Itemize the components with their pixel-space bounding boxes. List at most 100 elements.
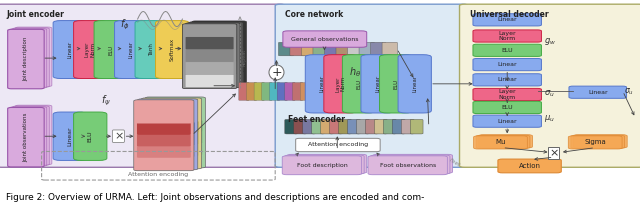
FancyBboxPatch shape xyxy=(156,21,189,78)
FancyBboxPatch shape xyxy=(401,119,414,134)
Text: Figure 2: Overview of URMA. Left: Joint observations and descriptions are encode: Figure 2: Overview of URMA. Left: Joint … xyxy=(6,193,425,202)
Text: Linear: Linear xyxy=(497,62,517,67)
FancyBboxPatch shape xyxy=(287,154,367,173)
FancyBboxPatch shape xyxy=(186,49,234,62)
FancyBboxPatch shape xyxy=(137,134,191,146)
FancyBboxPatch shape xyxy=(195,47,243,59)
FancyBboxPatch shape xyxy=(383,119,396,134)
FancyBboxPatch shape xyxy=(374,119,387,134)
Text: Linear: Linear xyxy=(319,75,324,92)
FancyBboxPatch shape xyxy=(308,83,318,100)
Text: ELU: ELU xyxy=(356,79,362,89)
FancyBboxPatch shape xyxy=(0,4,285,167)
FancyBboxPatch shape xyxy=(359,42,374,56)
FancyBboxPatch shape xyxy=(145,110,198,122)
Text: General observations: General observations xyxy=(291,37,358,42)
FancyBboxPatch shape xyxy=(305,55,339,113)
Text: Universal decoder: Universal decoder xyxy=(470,10,548,19)
FancyBboxPatch shape xyxy=(339,83,349,100)
FancyBboxPatch shape xyxy=(10,107,47,166)
FancyBboxPatch shape xyxy=(8,29,44,89)
FancyBboxPatch shape xyxy=(192,73,240,85)
FancyBboxPatch shape xyxy=(192,48,240,60)
FancyBboxPatch shape xyxy=(356,119,369,134)
FancyBboxPatch shape xyxy=(141,134,195,145)
FancyBboxPatch shape xyxy=(301,42,317,56)
Text: Joint observations: Joint observations xyxy=(24,113,28,162)
FancyBboxPatch shape xyxy=(141,98,202,169)
FancyBboxPatch shape xyxy=(330,119,342,134)
FancyBboxPatch shape xyxy=(342,55,376,113)
FancyBboxPatch shape xyxy=(148,155,202,166)
FancyBboxPatch shape xyxy=(474,136,527,149)
Text: Linear: Linear xyxy=(375,75,380,92)
FancyBboxPatch shape xyxy=(137,112,191,124)
Text: Feet encoder: Feet encoder xyxy=(288,115,345,124)
Text: Repeat: Repeat xyxy=(242,49,247,66)
FancyBboxPatch shape xyxy=(324,42,340,56)
FancyBboxPatch shape xyxy=(145,155,198,167)
Text: ELU: ELU xyxy=(501,48,513,53)
Text: Foot observations: Foot observations xyxy=(380,163,436,168)
Text: Linear: Linear xyxy=(497,119,517,124)
Text: $g_w$: $g_w$ xyxy=(544,36,556,48)
FancyBboxPatch shape xyxy=(74,112,107,161)
FancyBboxPatch shape xyxy=(195,59,243,72)
FancyBboxPatch shape xyxy=(278,42,294,56)
Text: Linear: Linear xyxy=(412,75,417,92)
FancyBboxPatch shape xyxy=(473,115,541,127)
Text: +: + xyxy=(271,66,282,79)
Text: Foot description: Foot description xyxy=(296,163,348,168)
FancyBboxPatch shape xyxy=(473,14,541,26)
FancyBboxPatch shape xyxy=(285,83,295,100)
FancyBboxPatch shape xyxy=(473,58,541,71)
FancyBboxPatch shape xyxy=(186,75,234,87)
FancyBboxPatch shape xyxy=(476,135,530,148)
FancyBboxPatch shape xyxy=(53,112,86,161)
FancyBboxPatch shape xyxy=(473,101,541,114)
Text: Linear: Linear xyxy=(497,77,517,82)
Text: ELU: ELU xyxy=(88,131,93,142)
FancyBboxPatch shape xyxy=(300,83,310,100)
FancyBboxPatch shape xyxy=(137,157,191,169)
FancyBboxPatch shape xyxy=(269,83,280,100)
FancyBboxPatch shape xyxy=(189,22,243,87)
FancyBboxPatch shape xyxy=(138,99,198,170)
FancyBboxPatch shape xyxy=(321,119,333,134)
Text: Linear: Linear xyxy=(129,41,134,58)
Text: Linear: Linear xyxy=(67,126,72,146)
Text: ELU: ELU xyxy=(394,79,399,89)
Text: Linear: Linear xyxy=(588,90,607,95)
FancyBboxPatch shape xyxy=(15,105,52,165)
FancyBboxPatch shape xyxy=(148,109,202,121)
FancyBboxPatch shape xyxy=(137,123,191,135)
FancyBboxPatch shape xyxy=(283,31,367,47)
FancyBboxPatch shape xyxy=(275,4,468,167)
FancyBboxPatch shape xyxy=(316,83,326,100)
FancyBboxPatch shape xyxy=(473,74,541,86)
Text: Core network: Core network xyxy=(285,10,344,19)
FancyBboxPatch shape xyxy=(292,83,303,100)
FancyBboxPatch shape xyxy=(571,135,625,148)
FancyBboxPatch shape xyxy=(303,119,316,134)
FancyBboxPatch shape xyxy=(382,42,397,56)
Text: $\sigma_u$: $\sigma_u$ xyxy=(624,86,634,97)
FancyBboxPatch shape xyxy=(141,156,195,168)
FancyBboxPatch shape xyxy=(296,138,380,152)
FancyBboxPatch shape xyxy=(195,34,243,46)
FancyBboxPatch shape xyxy=(195,72,243,84)
FancyBboxPatch shape xyxy=(348,119,360,134)
FancyBboxPatch shape xyxy=(115,21,148,78)
FancyBboxPatch shape xyxy=(294,119,307,134)
FancyBboxPatch shape xyxy=(569,86,627,98)
FancyBboxPatch shape xyxy=(410,119,423,134)
Text: Attention encoding: Attention encoding xyxy=(128,172,188,177)
Text: $f_\phi$: $f_\phi$ xyxy=(120,18,130,32)
FancyBboxPatch shape xyxy=(339,119,351,134)
Text: Layer
Norm: Layer Norm xyxy=(85,42,95,57)
FancyBboxPatch shape xyxy=(368,156,447,175)
FancyBboxPatch shape xyxy=(277,83,287,100)
Text: $\times$: $\times$ xyxy=(113,131,124,141)
FancyBboxPatch shape xyxy=(313,42,328,56)
FancyBboxPatch shape xyxy=(473,88,541,101)
